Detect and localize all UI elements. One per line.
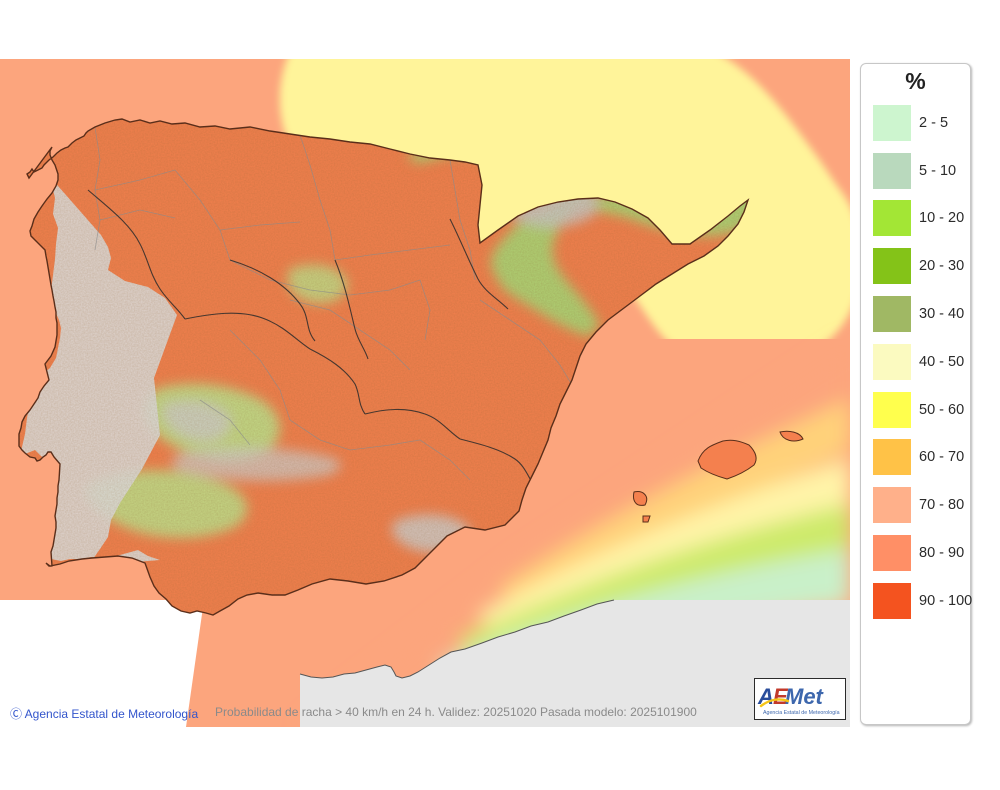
svg-text:Agencia Estatal de Meteorologí: Agencia Estatal de Meteorología — [763, 710, 840, 716]
svg-text:A: A — [757, 684, 774, 709]
svg-text:Met: Met — [785, 684, 825, 709]
